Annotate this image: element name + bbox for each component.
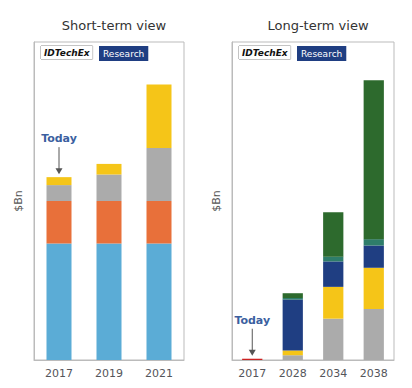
svg-text:2021: 2021 (145, 367, 173, 380)
svg-text:Research: Research (103, 49, 144, 59)
svg-text:$Bn: $Bn (12, 190, 25, 212)
svg-text:2028: 2028 (279, 367, 307, 380)
svg-text:2017: 2017 (45, 367, 73, 380)
svg-text:Long-term view: Long-term view (267, 18, 368, 33)
svg-text:Today: Today (41, 132, 77, 145)
svg-text:2038: 2038 (360, 367, 388, 380)
svg-text:2017: 2017 (238, 367, 266, 380)
svg-text:IDTechEx: IDTechEx (242, 48, 289, 58)
svg-text:IDTechEx: IDTechEx (44, 48, 91, 58)
svg-text:Research: Research (301, 49, 342, 59)
svg-text:Short-term view: Short-term view (62, 18, 167, 33)
svg-text:2034: 2034 (319, 367, 347, 380)
svg-text:$Bn: $Bn (210, 190, 223, 212)
svg-text:2019: 2019 (95, 367, 123, 380)
svg-text:Today: Today (234, 314, 270, 327)
